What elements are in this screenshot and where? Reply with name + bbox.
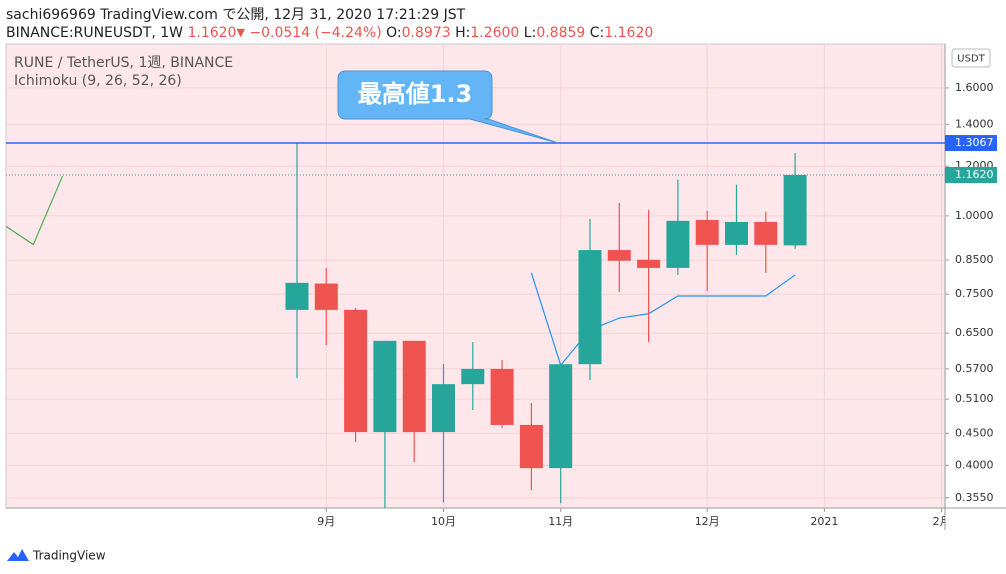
candle-body bbox=[373, 340, 397, 433]
candle-body bbox=[402, 340, 426, 433]
y-tick-label: 0.4000 bbox=[955, 458, 994, 471]
y-tick-label: 0.5100 bbox=[955, 392, 994, 405]
y-tick-label: 1.4000 bbox=[955, 117, 994, 130]
close-value: 1.1620 bbox=[604, 25, 653, 41]
brand: TradingView bbox=[32, 549, 106, 563]
y-tick-label: 0.5700 bbox=[955, 362, 994, 375]
change: −0.0514 (−4.24%) bbox=[249, 25, 381, 41]
change-arrow: ▼ bbox=[236, 26, 245, 39]
y-tick-label: 0.6500 bbox=[955, 326, 994, 339]
candle-body bbox=[578, 250, 602, 365]
symbol: BINANCE:RUNEUSDT, 1W bbox=[6, 25, 183, 41]
price-label-box bbox=[945, 135, 997, 152]
candle-body bbox=[461, 368, 485, 385]
currency: USDT bbox=[957, 54, 985, 65]
candle-body bbox=[344, 309, 368, 433]
x-tick-label: 11月 bbox=[548, 515, 573, 528]
low-label: L: bbox=[524, 25, 537, 41]
candle-body bbox=[490, 368, 514, 425]
low-value: 0.8859 bbox=[536, 25, 585, 41]
x-tick-label: 2月 bbox=[933, 515, 951, 528]
callout: 最高値1.3 bbox=[337, 70, 559, 144]
high-value: 1.2600 bbox=[470, 25, 519, 41]
high-label: H: bbox=[455, 25, 470, 41]
currency-box bbox=[951, 48, 991, 68]
candle-body bbox=[549, 364, 573, 469]
y-tick-label: 0.4500 bbox=[955, 426, 994, 439]
price-label: 1.1620 bbox=[955, 168, 994, 181]
x-tick-label: 2021 bbox=[810, 515, 838, 528]
indicator-legend: Ichimoku (9, 26, 52, 26) bbox=[14, 73, 182, 89]
candle-body bbox=[432, 384, 455, 433]
x-tick-label: 9月 bbox=[317, 515, 335, 528]
annotation: 最高値1.3 bbox=[358, 80, 473, 108]
y-tick-label: 0.3550 bbox=[955, 491, 994, 504]
chart-title: RUNE / TetherUS, 1週, BINANCE bbox=[14, 55, 233, 71]
last-price: 1.1620 bbox=[187, 25, 236, 41]
ohlc-header: BINANCE:RUNEUSDT, 1W 1.1620▼ −0.0514 (−4… bbox=[6, 25, 653, 41]
header-line: sachi696969 TradingView.com で公開, 12月 31,… bbox=[6, 7, 466, 23]
plot-area bbox=[5, 43, 946, 509]
open-value: 0.8973 bbox=[402, 25, 451, 41]
logo-icon bbox=[7, 549, 29, 561]
price-label-box bbox=[945, 166, 997, 183]
candle-body bbox=[695, 219, 719, 245]
y-tick-label: 1.0000 bbox=[955, 209, 994, 222]
x-tick-label: 12月 bbox=[695, 515, 720, 528]
close-label: C: bbox=[590, 25, 605, 41]
x-tick-label: 10月 bbox=[431, 515, 456, 528]
candle-body bbox=[666, 220, 690, 268]
candle-body bbox=[783, 174, 807, 246]
y-tick-label: 1.6000 bbox=[955, 81, 994, 94]
candle-body bbox=[725, 221, 748, 245]
candle-body bbox=[754, 221, 778, 245]
candle-body bbox=[637, 259, 661, 268]
y-tick-label: 0.7500 bbox=[955, 287, 994, 300]
candle-body bbox=[519, 424, 543, 469]
callout-box bbox=[337, 70, 559, 144]
indicator-line bbox=[530, 272, 796, 367]
price-label: 1.3067 bbox=[955, 136, 994, 149]
candle-body bbox=[285, 282, 309, 310]
candle-body bbox=[607, 250, 631, 261]
logo: TradingView bbox=[7, 549, 106, 563]
y-tick-label: 0.8500 bbox=[955, 253, 994, 266]
indicator-line bbox=[6, 175, 64, 246]
open-label: O: bbox=[386, 25, 402, 41]
candle-body bbox=[314, 283, 338, 310]
